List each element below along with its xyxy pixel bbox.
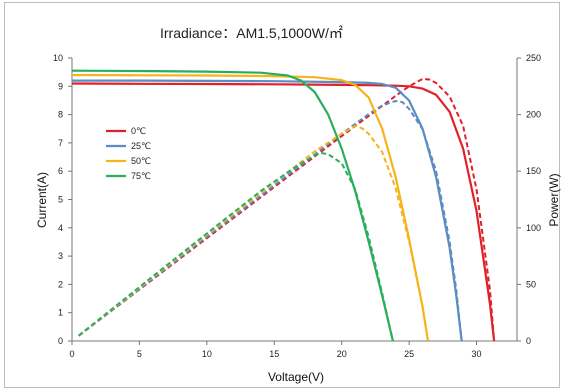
x-tick-label: 5 xyxy=(137,349,142,359)
y-axis-label-right: Power(W) xyxy=(547,173,561,226)
y-tick-label-right: 150 xyxy=(526,166,541,176)
x-tick-label: 0 xyxy=(69,349,74,359)
pv-curve-0℃ xyxy=(78,77,496,342)
y-tick-label-right: 100 xyxy=(526,223,541,233)
y-tick-label-right: 50 xyxy=(526,279,536,289)
x-tick-label: 20 xyxy=(337,349,347,359)
chart-title: Irradiance：AM1.5,1000W/㎡ xyxy=(160,25,343,41)
x-tick-label: 10 xyxy=(202,349,212,359)
x-tick-label: 30 xyxy=(472,349,482,359)
y-tick-label-left: 10 xyxy=(53,53,63,63)
legend-label: 50℃ xyxy=(131,156,151,166)
x-tick-label: 25 xyxy=(404,349,414,359)
y-tick-label-left: 1 xyxy=(58,308,63,318)
chart-frame xyxy=(4,2,560,388)
iv-curve-0℃ xyxy=(71,82,496,342)
y-tick-label-left: 5 xyxy=(58,195,63,205)
iv-curve-25℃ xyxy=(72,79,463,342)
y-tick-label-right: 200 xyxy=(526,110,541,120)
iv-curve-50℃ xyxy=(71,73,430,342)
pv-curve-50℃ xyxy=(78,124,429,342)
legend-label: 0℃ xyxy=(131,126,146,136)
y-tick-label-left: 8 xyxy=(58,110,63,120)
x-axis-label: Voltage(V) xyxy=(268,370,324,384)
pv-curve-25℃ xyxy=(78,100,463,342)
y-tick-label-left: 3 xyxy=(58,251,63,261)
y-tick-label-right: 250 xyxy=(526,53,541,63)
y-tick-label-left: 9 xyxy=(58,81,63,91)
y-tick-label-right: 0 xyxy=(526,336,531,346)
y-tick-label-left: 7 xyxy=(58,138,63,148)
x-tick-label: 15 xyxy=(269,349,279,359)
iv-curve-75℃ xyxy=(71,69,394,342)
y-tick-label-left: 0 xyxy=(58,336,63,346)
y-tick-label-left: 2 xyxy=(58,279,63,289)
pv-curve-75℃ xyxy=(78,152,394,342)
legend-label: 25℃ xyxy=(131,141,151,151)
legend-label: 75℃ xyxy=(131,171,151,181)
y-axis-label-left: Current(A) xyxy=(35,172,49,228)
y-tick-label-left: 6 xyxy=(58,166,63,176)
y-tick-label-left: 4 xyxy=(58,223,63,233)
